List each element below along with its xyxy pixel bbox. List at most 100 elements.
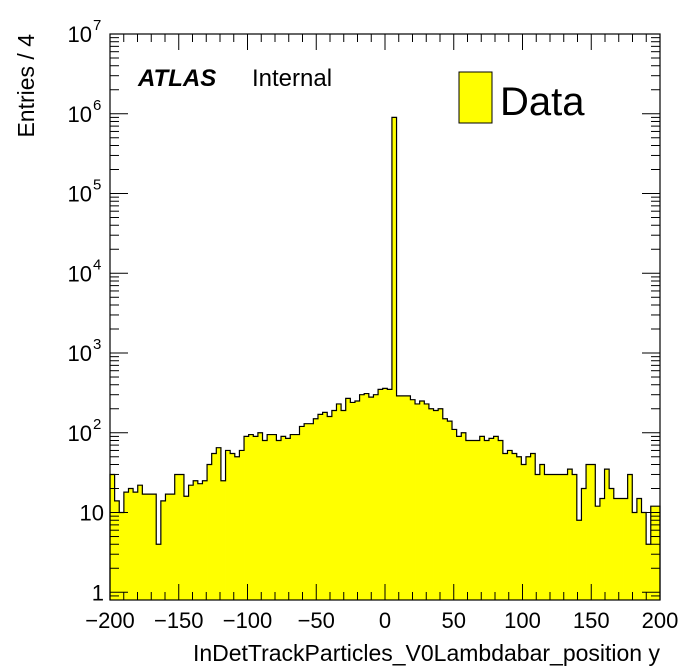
histogram-bin <box>433 410 439 600</box>
histogram-bin <box>493 436 499 600</box>
histogram-bin <box>207 464 213 600</box>
histogram-bin <box>202 480 208 600</box>
legend-label-data: Data <box>500 80 585 124</box>
x-tick-label: −200 <box>85 608 135 633</box>
histogram-bin <box>484 440 490 600</box>
histogram-bin <box>410 399 416 600</box>
histogram-bin <box>636 498 642 600</box>
histogram-outline <box>109 116 661 600</box>
histogram-bin <box>290 434 296 600</box>
histogram-bin <box>623 498 629 600</box>
x-tick-label: 100 <box>504 608 541 633</box>
x-tick-label: 50 <box>442 608 466 633</box>
y-tick-exponent: 7 <box>93 17 101 34</box>
x-tick-label: −100 <box>223 608 273 633</box>
y-tick-exponent: 6 <box>93 97 101 114</box>
histogram-bin <box>285 438 291 600</box>
histogram-bin <box>262 440 268 600</box>
histogram-bars <box>109 116 661 601</box>
histogram-bin <box>572 474 578 600</box>
y-tick-label: 10 <box>68 421 92 446</box>
atlas-label: ATLAS <box>137 65 216 92</box>
histogram-bin <box>595 506 601 600</box>
histogram-bin <box>230 453 236 600</box>
histogram-bin <box>354 401 360 600</box>
y-tick-label: 10 <box>68 22 92 47</box>
histogram-bin <box>267 434 273 600</box>
histogram-bin <box>405 395 411 600</box>
y-tick-exponent: 5 <box>93 177 101 194</box>
histogram-bin <box>609 488 615 600</box>
histogram-bin <box>294 434 300 600</box>
histogram-bin <box>188 485 194 600</box>
histogram-bin <box>179 474 185 600</box>
histogram-bin <box>646 544 652 600</box>
histogram-bin <box>281 436 287 600</box>
histogram-bin <box>170 494 176 600</box>
x-tick-labels: −200 −150 −100 −50 0 50 100 150 200 <box>85 608 678 633</box>
histogram-bin <box>558 474 564 600</box>
histogram-bin <box>160 500 166 600</box>
histogram-bin <box>424 403 430 600</box>
histogram-bin <box>317 414 323 600</box>
histogram-bin <box>650 506 656 600</box>
y-tick-exponent: 3 <box>93 336 101 353</box>
histogram-bin <box>114 500 120 600</box>
histogram-bin <box>341 410 347 600</box>
histogram-bin <box>461 432 467 600</box>
y-tick-exponent: 2 <box>93 416 101 433</box>
histogram-bin <box>373 394 379 600</box>
histogram-bin <box>308 423 314 600</box>
histogram-bin <box>507 450 513 600</box>
y-tick-exponent: 4 <box>93 256 101 273</box>
histogram-bin <box>216 447 222 600</box>
histogram-bin <box>146 494 152 600</box>
histogram-bin <box>183 496 189 600</box>
histogram-bin <box>618 498 624 600</box>
histogram-bin <box>604 469 610 600</box>
y-tick-label: 10 <box>68 261 92 286</box>
histogram-bin <box>544 474 550 600</box>
histogram-bin <box>350 402 356 600</box>
histogram-bin <box>345 398 351 600</box>
histogram-bin <box>613 498 619 600</box>
y-tick-label: 10 <box>80 501 104 526</box>
histogram-bin <box>119 512 125 600</box>
y-tick-label: 1 <box>92 580 104 605</box>
y-tick-label: 10 <box>68 102 92 127</box>
histogram-bin <box>327 416 333 600</box>
histogram-bin <box>197 483 203 600</box>
histogram-bin <box>438 408 444 600</box>
histogram-bin <box>428 408 434 600</box>
histogram-bin <box>442 418 448 600</box>
x-axis-label: InDetTrackParticles_V0Lambdabar_position… <box>193 640 661 666</box>
histogram-bin <box>110 474 116 600</box>
histogram-bin <box>137 485 143 600</box>
histogram-bin <box>387 389 393 600</box>
histogram-bin <box>382 388 388 600</box>
histogram-bin <box>419 401 425 600</box>
histogram-bin <box>452 429 458 600</box>
histogram-bin <box>447 421 453 600</box>
histogram-bin <box>128 488 134 600</box>
x-tick-label: −50 <box>298 608 335 633</box>
legend-swatch-data <box>458 71 493 124</box>
y-tick-label: 10 <box>68 341 92 366</box>
histogram-bin <box>415 403 421 600</box>
histogram-bin <box>276 440 282 600</box>
histogram-bin <box>225 450 231 600</box>
legend: Data <box>458 71 585 124</box>
histogram-bin <box>581 488 587 600</box>
histogram-bin <box>502 453 508 600</box>
histogram-bin <box>151 494 157 600</box>
histogram-bin <box>253 436 259 600</box>
histogram-bin <box>562 474 568 600</box>
histogram-bin <box>396 395 402 600</box>
x-tick-label: 200 <box>642 608 679 633</box>
histogram-bin <box>465 440 471 600</box>
histogram-bin <box>364 393 370 600</box>
histogram-bin <box>525 456 531 600</box>
histogram-bin <box>271 434 277 600</box>
histogram-bin <box>655 506 661 600</box>
histogram-bin <box>156 544 162 600</box>
